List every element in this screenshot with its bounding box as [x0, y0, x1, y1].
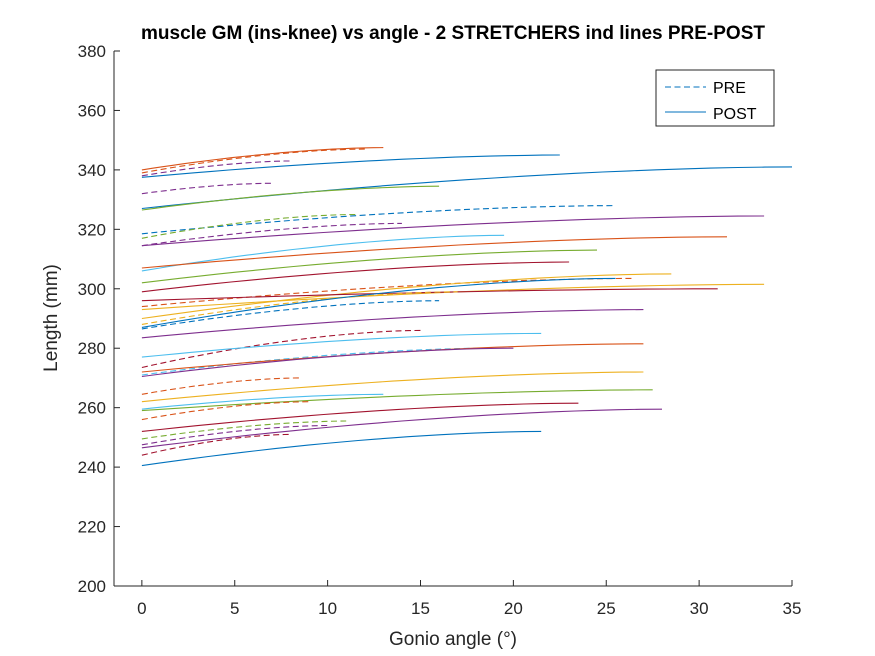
x-tick-label-6: 30 — [690, 599, 709, 618]
y-tick-label-3: 260 — [78, 399, 106, 418]
series-line-27 — [141, 347, 514, 378]
series-line-6 — [141, 185, 440, 211]
legend: PRE POST — [655, 69, 775, 127]
x-tick-label-7: 35 — [783, 599, 802, 618]
legend-box — [655, 69, 775, 127]
plot-area — [114, 51, 792, 586]
series-line-21 — [141, 300, 440, 330]
series-line-24 — [141, 332, 542, 358]
y-axis-label: Length (mm) — [41, 264, 62, 372]
series-line-20 — [141, 277, 616, 328]
y-tick-label-4: 280 — [78, 339, 106, 358]
axes-layer — [113, 51, 792, 587]
series-line-35 — [141, 420, 347, 440]
series-line-33 — [141, 402, 579, 432]
series-line-30 — [141, 389, 653, 412]
series-line-0 — [141, 147, 384, 171]
series-line-10 — [141, 215, 765, 247]
y-tick-label-5: 300 — [78, 280, 106, 299]
series-line-8 — [141, 213, 356, 239]
y-tick-label-6: 320 — [78, 220, 106, 239]
x-tick-label-5: 25 — [597, 599, 616, 618]
y-tick-label-7: 340 — [78, 161, 106, 180]
series-line-25 — [141, 347, 486, 376]
series-line-2 — [141, 154, 560, 178]
legend-label-post: POST — [713, 106, 757, 123]
series-line-11 — [141, 234, 505, 272]
x-tick-layer: 0 5 10 15 20 25 30 35 — [137, 580, 801, 618]
series-line-38 — [141, 430, 542, 467]
series-line-7 — [141, 205, 616, 235]
x-axis-label: Gonio angle (°) — [389, 629, 517, 650]
series-line-13 — [141, 249, 598, 284]
series-line-3 — [141, 160, 291, 177]
series-line-37 — [141, 433, 291, 456]
series-line-34 — [141, 408, 663, 449]
series-line-16 — [141, 273, 672, 320]
series-line-22 — [141, 309, 644, 339]
y-tick-label-2: 240 — [78, 458, 106, 477]
y-tick-label-9: 380 — [78, 42, 106, 61]
x-tick-label-1: 5 — [230, 599, 239, 618]
chart-title: muscle GM (ins-knee) vs angle - 2 STRETC… — [141, 23, 765, 44]
series-layer — [141, 147, 793, 467]
x-tick-label-3: 15 — [411, 599, 430, 618]
series-line-9 — [141, 222, 402, 247]
x-tick-label-4: 20 — [504, 599, 523, 618]
series-line-12 — [141, 236, 728, 269]
series-line-14 — [141, 261, 570, 293]
series-line-19 — [141, 291, 458, 325]
y-tick-label-8: 360 — [78, 101, 106, 120]
series-line-29 — [141, 371, 644, 403]
x-tick-label-0: 0 — [137, 599, 146, 618]
legend-label-pre: PRE — [713, 80, 746, 97]
series-line-36 — [141, 424, 328, 446]
x-tick-label-2: 10 — [318, 599, 337, 618]
series-line-4 — [141, 182, 272, 195]
series-line-28 — [141, 377, 300, 395]
series-line-31 — [141, 393, 384, 410]
y-tick-label-1: 220 — [78, 518, 106, 537]
y-tick-label-0: 200 — [78, 577, 106, 596]
y-tick-layer: 200 220 240 260 280 300 320 340 360 380 — [78, 42, 120, 596]
